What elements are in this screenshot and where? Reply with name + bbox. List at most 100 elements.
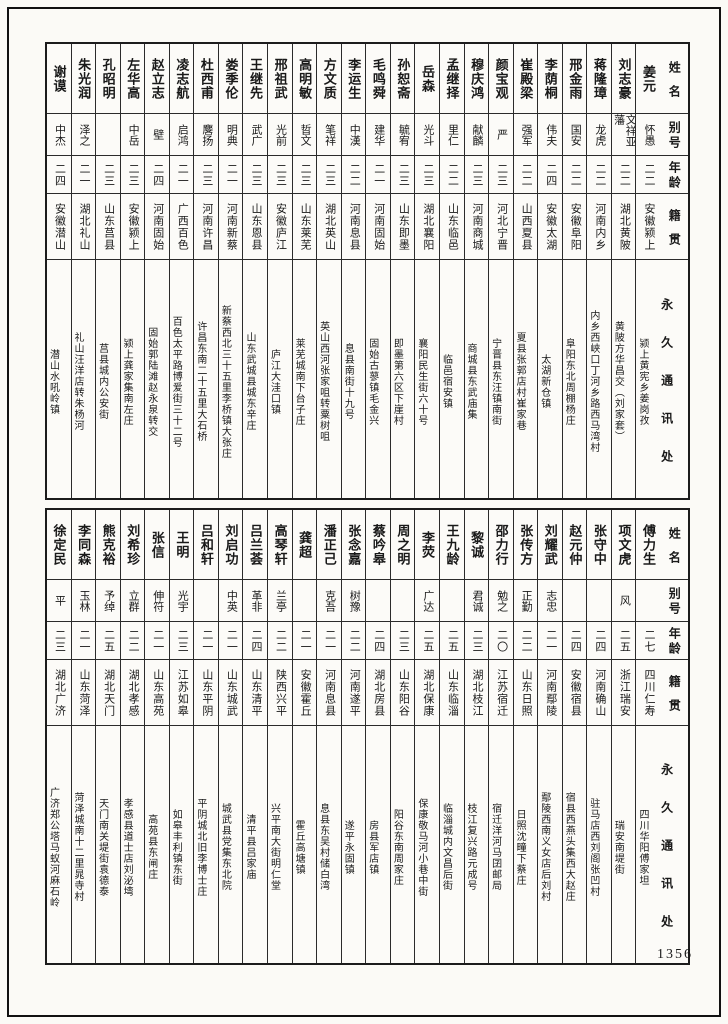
person-age: 二一 — [544, 628, 557, 653]
age-cell: 二三 — [390, 156, 415, 194]
person-origin: 安徽霍丘 — [299, 668, 312, 717]
person-age: 二二 — [348, 628, 361, 653]
address-cell: 驻马店西刘阁张凹村 — [587, 726, 611, 963]
person-address: 保康敬马河小巷中街 — [415, 797, 427, 897]
alias-cell: 平 — [46, 580, 71, 622]
age-cell: 二五 — [415, 622, 439, 660]
origin-cell: 安徽阜阳 — [562, 194, 587, 260]
person-alias: 君诚 — [471, 589, 484, 612]
person-column: 吕兰荟 革非 二四 山东清平 清平县吕家庙 — [243, 510, 268, 963]
address-cell: 礼山汪洋店转朱杨河 — [72, 260, 96, 498]
address-cell: 莒县城内公安街 — [96, 260, 120, 498]
origin-cell: 河南息县 — [341, 194, 366, 260]
person-column: 邢祖武 光前 二三 安徽庐江 庐江大洼口镇 — [268, 44, 293, 498]
person-column: 娄季伦 明典 二一 河南新蔡 新蔡西北三十五里李桥镇大张庄 — [218, 44, 244, 498]
alias-cell: 光前 — [268, 114, 292, 156]
person-name: 谢谟 — [51, 64, 67, 93]
alias-cell — [366, 580, 390, 622]
person-name: 李荧 — [419, 530, 435, 559]
header-origin-label: 籍贯 — [667, 208, 682, 257]
header-alias-label: 别号 — [667, 587, 682, 617]
alias-cell: 启鸿 — [169, 114, 194, 156]
name-cell: 李荧 — [415, 510, 439, 580]
age-cell: 二一 — [366, 156, 390, 194]
origin-cell: 山东临淄 — [439, 660, 464, 726]
origin-cell: 河南新蔡 — [218, 194, 243, 260]
alias-cell: 勉之 — [489, 580, 513, 622]
age-cell: 二三 — [268, 156, 292, 194]
origin-cell: 山东日照 — [513, 660, 538, 726]
age-cell: 二〇 — [489, 622, 513, 660]
alias-cell: 风 — [611, 580, 636, 622]
person-column: 蒋隆璋 龙虎 二二 河南内乡 内乡西峡口丁河乡路西马湾村 — [587, 44, 612, 498]
person-name: 龚超 — [297, 530, 313, 559]
origin-cell: 湖北黄陂 — [611, 194, 636, 260]
page-number: 1356 — [657, 947, 693, 962]
person-age: 二四 — [593, 628, 606, 653]
name-cell: 岳森 — [415, 44, 439, 114]
person-alias: 勉之 — [495, 589, 508, 612]
name-cell: 赵元仲 — [562, 510, 587, 580]
age-cell: 二三 — [194, 156, 218, 194]
name-cell: 刘希珍 — [120, 510, 145, 580]
age-cell: 二四 — [562, 622, 587, 660]
name-cell: 毛鸣舜 — [366, 44, 390, 114]
person-alias: 广达 — [421, 589, 434, 612]
age-cell: 二二 — [341, 156, 366, 194]
header-origin: 籍贯 — [660, 194, 688, 260]
alias-cell: 玉林 — [71, 580, 96, 622]
person-address: 息县南街十九号 — [342, 343, 354, 420]
age-cell: 二三 — [415, 156, 439, 194]
person-alias: 严 — [495, 129, 508, 140]
person-origin: 河南息县 — [348, 202, 361, 251]
alias-cell: 里仁 — [439, 114, 464, 156]
age-cell: 二四 — [587, 622, 611, 660]
age-cell: 二一 — [317, 622, 341, 660]
person-origin: 湖北广济 — [53, 668, 66, 717]
address-cell: 阜阳东北周棚杨庄 — [563, 260, 587, 498]
name-cell: 王九龄 — [439, 510, 464, 580]
person-column: 崔殿梁 强军 二二 山西夏县 夏县张郭店村崔家巷 — [513, 44, 539, 498]
name-cell: 吕兰荟 — [243, 510, 267, 580]
person-address: 天门南关堤街袁德泰 — [96, 797, 108, 897]
person-age: 二五 — [446, 628, 459, 653]
person-origin: 山东日照 — [520, 668, 533, 717]
header-age-label: 年龄 — [667, 627, 682, 657]
age-cell: 二二 — [341, 622, 366, 660]
alias-cell: 予绰 — [96, 580, 120, 622]
origin-cell: 河南遂平 — [341, 660, 366, 726]
person-address: 广济郑公塔马蚁河麻石岭 — [47, 786, 59, 908]
age-cell: 二四 — [538, 156, 562, 194]
person-address: 瑞安南堤街 — [612, 819, 624, 875]
person-address: 孝感县道士店刘泌塆 — [121, 797, 133, 897]
person-age: 二二 — [127, 628, 140, 653]
address-cell: 临淄城内文昌后街 — [440, 726, 464, 963]
address-cell: 遂平永固镇 — [342, 726, 366, 963]
age-cell: 二五 — [96, 622, 120, 660]
person-column: 张信 伸符 二一 山东高苑 高苑县东闸庄 — [145, 510, 170, 963]
person-age: 二三 — [495, 162, 508, 187]
address-cell: 夏县张郭店村崔家巷 — [514, 260, 538, 498]
header-age: 年龄 — [660, 622, 688, 660]
age-cell: 二二 — [513, 156, 538, 194]
alias-cell: 壁 — [145, 114, 169, 156]
person-alias: 伟夫 — [544, 123, 557, 146]
person-origin: 山东莱芜 — [299, 202, 312, 251]
alias-cell — [587, 580, 611, 622]
origin-cell: 安徽颍上 — [120, 194, 145, 260]
name-cell: 穆庆鸿 — [464, 44, 489, 114]
name-cell: 张信 — [145, 510, 169, 580]
address-cell: 平阴城北旧李博士庄 — [194, 726, 218, 963]
alias-cell: 光宇 — [169, 580, 194, 622]
age-cell: 二三 — [464, 156, 489, 194]
person-name: 张念嘉 — [346, 523, 362, 566]
person-age: 二一 — [176, 162, 189, 187]
person-age: 二三 — [249, 162, 262, 187]
name-cell: 王明 — [169, 510, 194, 580]
person-name: 刘耀武 — [542, 523, 558, 566]
age-cell: 二三 — [317, 156, 341, 194]
person-address: 商城县东武庙集 — [465, 343, 476, 420]
person-origin: 浙江瑞安 — [618, 668, 631, 717]
origin-cell: 山东阳谷 — [390, 660, 415, 726]
person-alias: 克吾 — [323, 589, 336, 612]
